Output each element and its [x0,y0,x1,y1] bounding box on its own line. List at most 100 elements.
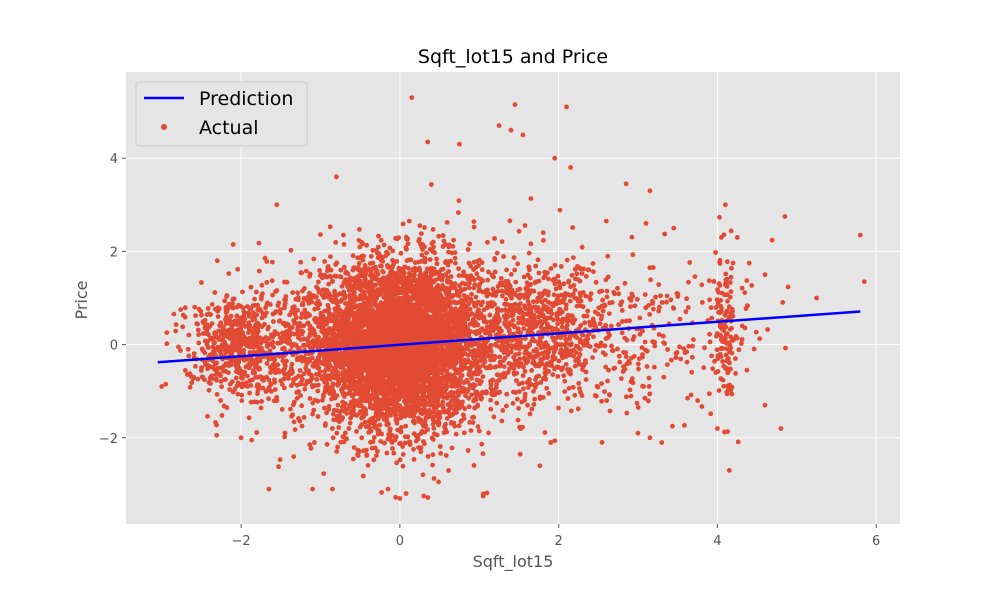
scatter-point [448,274,454,279]
scatter-point [404,246,409,252]
scatter-point [386,432,391,437]
scatter-point [354,398,360,404]
scatter-point [485,239,490,245]
scatter-point [398,440,403,446]
scatter-point [378,237,384,243]
scatter-point [356,265,361,270]
scatter-point [402,296,408,301]
scatter-point [335,444,340,450]
scatter-point [291,419,297,425]
scatter-point [431,409,436,415]
scatter-point [394,460,399,466]
scatter-point [364,314,370,319]
scatter-point [340,315,346,321]
scatter-point [420,472,426,478]
scatter-point [341,242,347,247]
scatter-point [330,411,336,417]
scatter-point [321,471,327,476]
scatter-point [338,439,344,445]
scatter-point [363,424,369,429]
scatter-point [392,437,398,443]
scatter-point [356,323,362,329]
scatter-point [411,446,416,452]
scatter-point [334,273,339,279]
scatter-point [405,236,411,242]
scatter-point [364,285,370,290]
scatter-point [469,291,474,297]
scatter-point [428,376,434,382]
scatter-point [378,439,384,444]
scatter-point [385,280,391,285]
scatter-point [371,360,377,365]
scatter-point [394,420,400,426]
scatter-point [406,218,412,224]
scatter-point [366,397,372,403]
scatter-point [375,379,380,384]
scatter-point [456,210,461,216]
scatter-point [432,335,438,341]
scatter-point [446,303,452,309]
scatter-point [434,261,440,267]
scatter-point [398,370,404,375]
scatter-point [422,418,428,424]
scatter-point [360,296,366,301]
scatter-point [311,256,317,262]
scatter-point [344,436,349,442]
scatter-point [373,408,379,413]
scatter-point [348,275,353,281]
scatter-point [416,445,421,450]
scatter-point [357,384,362,389]
scatter-point [486,430,491,436]
scatter-point [403,375,409,381]
scatter-point [368,439,374,445]
scatter-point [355,274,360,280]
scatter-point [345,316,351,322]
scatter-point [329,312,335,317]
scatter-point [431,244,436,250]
scatter-point [452,281,458,286]
scatter-point [380,377,386,382]
scatter-point [334,408,340,413]
scatter-point [339,284,345,289]
scatter-point [425,495,431,500]
scatter-point [390,282,396,288]
scatter-point [351,445,357,450]
scatter-point [366,430,372,435]
scatter-point [450,346,456,351]
scatter-point [324,410,329,416]
scatter-point [372,424,377,430]
scatter-point [327,377,333,382]
scatter-point [379,404,384,409]
scatter-point [307,442,313,447]
scatter-point [393,494,398,500]
scatter-point [378,263,383,269]
scatter-point [377,390,383,396]
scatter-point [443,325,449,331]
scatter-point [393,408,398,414]
scatter-point [385,264,391,270]
scatter-point [451,237,456,243]
scatter-point [430,291,435,296]
scatter-point [322,369,327,374]
scatter-point [355,337,360,342]
scatter-point [354,429,359,434]
scatter-point [364,242,370,248]
scatter-point [399,320,405,326]
scatter-point [450,318,456,324]
scatter-point [406,346,412,352]
scatter-point [359,239,364,245]
scatter-point [417,275,423,281]
scatter-point [405,388,411,394]
scatter-point [406,265,411,271]
scatter-point [359,435,365,441]
scatter-point [390,446,395,451]
scatter-point [526,250,532,256]
scatter-point [446,249,451,255]
scatter-point [374,268,380,274]
scatter-point [332,395,338,401]
scatter-point [382,361,388,367]
scatter-point [402,434,408,440]
scatter-point [444,429,450,435]
scatter-point [383,297,389,303]
scatter-point [448,389,454,395]
